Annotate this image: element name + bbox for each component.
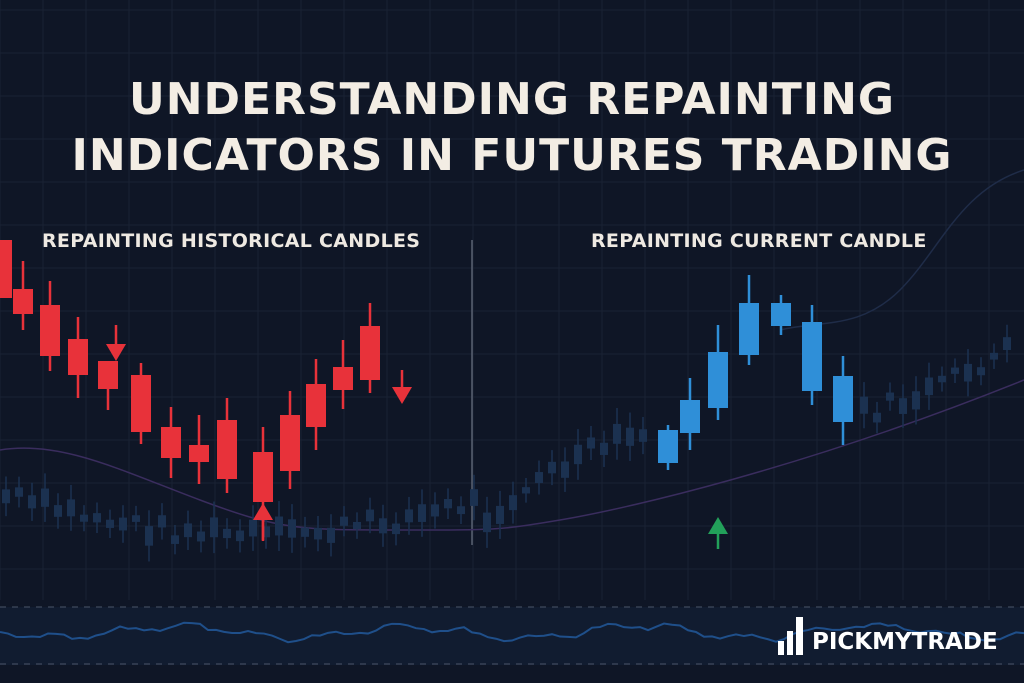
background-candle <box>860 396 868 414</box>
red-candle <box>13 289 33 314</box>
oscillator-panel <box>0 607 1024 665</box>
background-candle <box>379 518 387 534</box>
red-candle <box>217 420 237 479</box>
sell-signal-arrow-icon <box>106 344 126 361</box>
background-candle <box>1003 337 1011 351</box>
sell-signal-arrow-icon <box>392 387 412 404</box>
blue-candle <box>739 303 759 355</box>
background-candle <box>548 461 556 474</box>
background-candle <box>132 515 140 522</box>
background-candle <box>93 513 101 523</box>
background-candle <box>353 521 361 530</box>
background-candle <box>197 531 205 542</box>
buy-signal-arrow-icon <box>708 517 728 534</box>
background-candle <box>28 495 36 509</box>
background-candle <box>483 512 491 533</box>
background-candle <box>366 509 374 522</box>
bar-chart-logo-icon <box>778 617 803 655</box>
background-candle <box>2 489 10 504</box>
red-candle <box>131 375 151 432</box>
background-candle <box>80 514 88 522</box>
background-candle <box>223 528 231 539</box>
background-candle <box>106 519 114 528</box>
red-candle <box>360 326 380 380</box>
background-candle <box>574 444 582 465</box>
blue-candle <box>802 322 822 391</box>
background-candle <box>249 519 257 537</box>
brand-logo: PICKMYTRADE <box>778 617 998 655</box>
background-candle <box>899 398 907 414</box>
blue-candle <box>771 303 791 326</box>
red-candle <box>0 240 12 298</box>
background-candle <box>301 527 309 537</box>
right-panel-label: REPAINTING CURRENT CANDLE <box>591 230 927 252</box>
background-candle <box>405 509 413 523</box>
blue-candle <box>833 376 853 422</box>
blue-candle <box>680 400 700 433</box>
background-candle <box>275 516 283 536</box>
background-candle <box>67 499 75 517</box>
red-candle <box>306 384 326 427</box>
background-candle <box>457 506 465 515</box>
red-candle <box>189 445 209 462</box>
background-candle <box>470 489 478 506</box>
red-candle <box>253 452 273 502</box>
blue-candle <box>658 430 678 463</box>
title-line-1: UNDERSTANDING REPAINTING <box>128 74 896 125</box>
background-candle <box>951 367 959 374</box>
background-candle <box>262 526 270 538</box>
background-candle <box>236 530 244 542</box>
background-candle <box>15 487 23 497</box>
buy-signal-arrow-icon <box>253 503 273 520</box>
background-candle <box>925 377 933 396</box>
blue-candle <box>708 352 728 408</box>
background-candle <box>418 504 426 522</box>
red-candle <box>161 427 181 458</box>
background-candle <box>392 523 400 535</box>
oscillator-line <box>0 621 1024 644</box>
background-candle <box>639 429 647 442</box>
background-candle <box>158 515 166 528</box>
background-candle <box>587 437 595 449</box>
background-candle <box>626 427 634 446</box>
background-candle <box>522 487 530 494</box>
left-panel-label: REPAINTING HISTORICAL CANDLES <box>42 230 421 252</box>
background-candle <box>964 363 972 382</box>
background-candle <box>509 495 517 511</box>
background-candle <box>54 505 62 517</box>
background-candle <box>340 516 348 526</box>
background-candle <box>990 352 998 360</box>
background-candle <box>938 375 946 383</box>
background-candle <box>431 504 439 517</box>
background-candle <box>613 423 621 444</box>
background-candle <box>327 527 335 543</box>
background-candle <box>535 472 543 484</box>
red-candle <box>333 367 353 390</box>
brand-name: PICKMYTRADE <box>812 629 998 655</box>
moving-average-line <box>0 379 1024 531</box>
background-candle <box>561 461 569 478</box>
background-candle <box>119 517 127 531</box>
background-candle <box>886 392 894 401</box>
background-candle <box>912 391 920 410</box>
background-candle <box>977 367 985 376</box>
background-candle <box>171 535 179 544</box>
red-candle <box>98 361 118 389</box>
background-candle <box>145 526 153 546</box>
red-candle <box>40 305 60 356</box>
background-candle <box>444 499 452 509</box>
title-line-2: INDICATORS IN FUTURES TRADING <box>71 130 953 181</box>
background-candle <box>41 488 49 507</box>
background-candle <box>873 412 881 423</box>
background-candle <box>184 523 192 538</box>
background-candle <box>210 517 218 538</box>
red-candle <box>68 339 88 375</box>
background-candle <box>600 442 608 455</box>
red-candle <box>280 415 300 471</box>
background-candle <box>496 505 504 524</box>
background-candle <box>314 527 322 540</box>
background-candle <box>288 519 296 538</box>
